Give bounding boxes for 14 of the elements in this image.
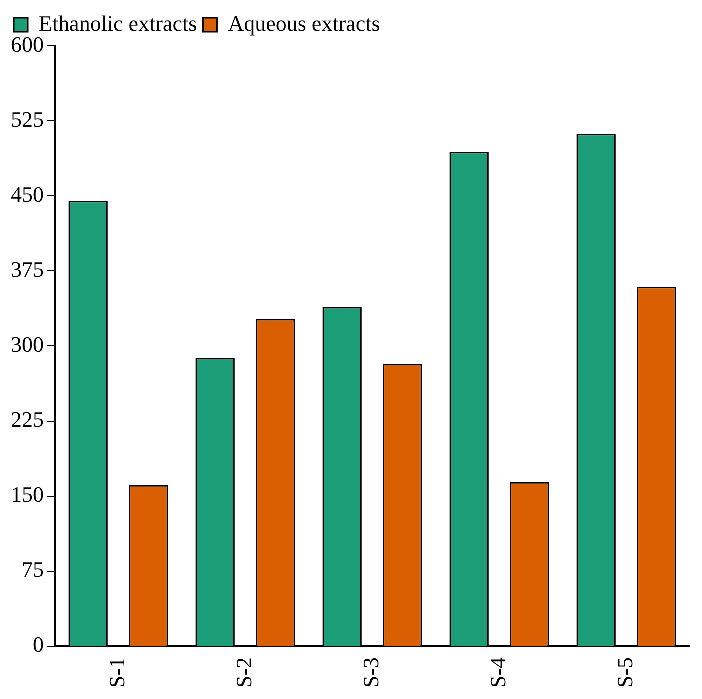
y-tick-label: 225	[11, 407, 44, 432]
y-tick-label: 450	[11, 182, 44, 207]
y-tick-label: 375	[11, 256, 44, 282]
x-tick-label: S-4	[485, 657, 510, 688]
x-tick-label: S-1	[104, 657, 130, 688]
legend-label: Aqueous extracts	[228, 10, 380, 36]
y-tick-label: 0	[33, 632, 44, 658]
y-tick-label: 300	[11, 332, 44, 357]
x-tick-label: S-3	[358, 657, 384, 688]
y-tick-label: 150	[11, 482, 44, 508]
x-tick-label: S-2	[231, 657, 256, 688]
y-tick-label: 75	[22, 557, 44, 582]
x-tick-label: S-5	[612, 657, 638, 688]
y-tick-label: 525	[11, 106, 44, 132]
